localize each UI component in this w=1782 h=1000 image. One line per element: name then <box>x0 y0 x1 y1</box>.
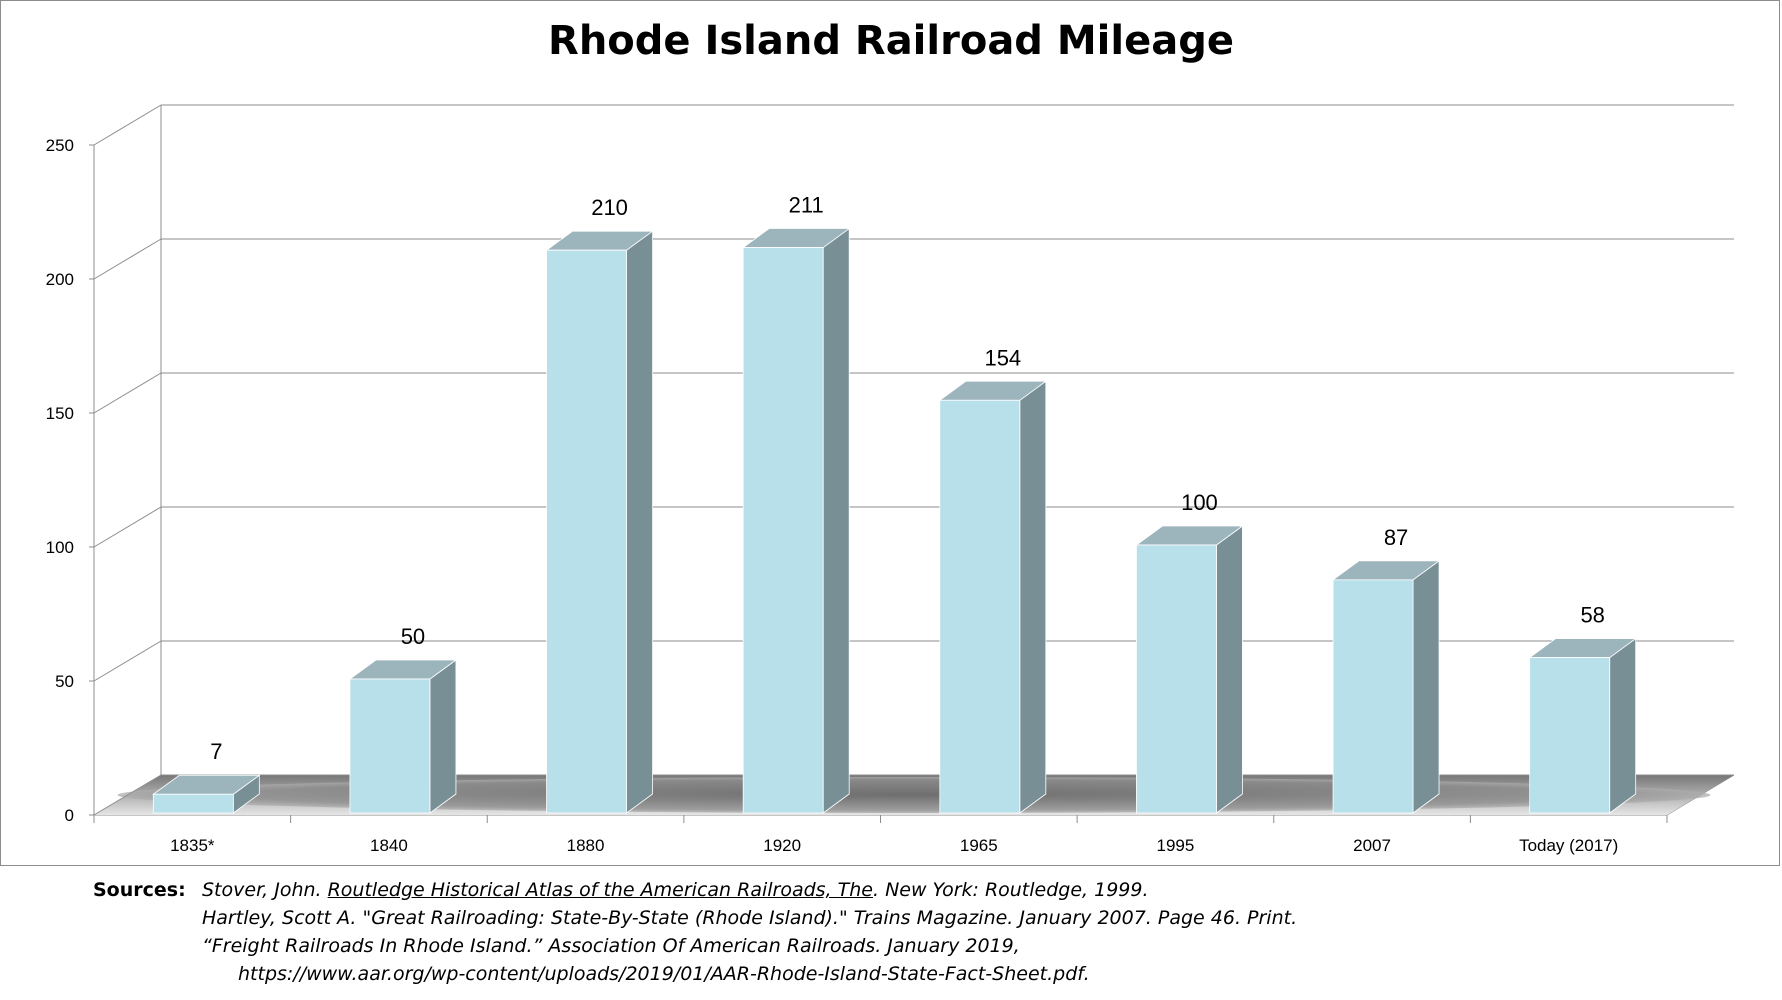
bar-side <box>626 230 653 814</box>
x-tick-label: 1835* <box>170 836 215 855</box>
bar-front <box>1136 544 1217 814</box>
bar <box>545 230 654 814</box>
x-tick-label: 1965 <box>960 836 998 855</box>
bars <box>152 227 1637 814</box>
bar <box>152 774 261 814</box>
source-2: Hartley, Scott A. "Great Railroading: St… <box>202 907 1298 929</box>
gridlines <box>93 104 1734 816</box>
chart-title: Rhode Island Railroad Mileage <box>548 18 1234 64</box>
x-tick-label: 1995 <box>1157 836 1195 855</box>
chart-walls <box>93 105 1735 816</box>
x-tick-label: 1920 <box>763 836 801 855</box>
bar <box>1135 525 1244 814</box>
x-axis: 1835* 1840 1880 1920 1965 1995 2007 Today (2017… <box>93 815 1668 855</box>
bar <box>348 659 458 814</box>
gridline-side <box>93 774 162 816</box>
y-tick-label: 250 <box>46 136 74 155</box>
floor-shadow <box>117 777 1711 813</box>
x-tick-label: 1880 <box>567 836 605 855</box>
x-tick-label: 1840 <box>370 836 408 855</box>
bar-front <box>546 249 627 814</box>
x-tick-label: Today (2017) <box>1519 836 1618 855</box>
gridline-side <box>93 104 162 146</box>
data-label: 154 <box>984 345 1021 370</box>
bar-front <box>1332 579 1414 814</box>
bar-front <box>939 399 1021 814</box>
source-1-prefix: Stover, John. <box>202 879 328 901</box>
gridline-side <box>93 238 162 280</box>
sources-label: Sources: <box>93 879 186 901</box>
bar-side <box>1412 560 1440 814</box>
gridline-side <box>93 640 162 682</box>
source-3-url: https://www.aar.org/wp-content/uploads/2… <box>238 963 1090 985</box>
gridline-side <box>93 506 162 548</box>
y-tick-label: 100 <box>46 538 74 557</box>
bar-front <box>349 678 431 814</box>
data-label: 87 <box>1384 525 1408 550</box>
data-label: 211 <box>789 193 824 218</box>
x-tick-label: 2007 <box>1353 836 1391 855</box>
bar <box>1331 560 1441 814</box>
gridline-side <box>93 372 162 414</box>
y-axis: 0 50 100 150 200 250 <box>46 136 94 825</box>
y-tick-label: 150 <box>46 404 74 423</box>
railroad-mileage-chart: Rhode Island Railroad Mileage 0 50 100 150 2… <box>46 18 1735 855</box>
bar-side <box>1216 525 1243 814</box>
bar-side <box>1019 380 1047 814</box>
y-tick-label: 0 <box>65 806 74 825</box>
bar-front <box>152 793 234 814</box>
y-tick-label: 200 <box>46 270 74 289</box>
bar <box>938 380 1048 814</box>
data-labels: 7 50 210 211 154 100 87 58 <box>210 193 1605 765</box>
bar-side <box>429 659 457 814</box>
source-1: Stover, John. Routledge Historical Atlas… <box>202 876 1149 904</box>
bar-side <box>822 227 850 814</box>
bar-side <box>1609 637 1637 814</box>
data-label: 50 <box>401 624 425 649</box>
data-label: 210 <box>591 195 628 220</box>
bar-front <box>1529 657 1611 814</box>
source-1-suffix: . New York: Routledge, 1999. <box>872 879 1149 901</box>
data-label: 7 <box>210 739 222 764</box>
bar-front <box>742 247 824 814</box>
chart-floor <box>94 775 1734 815</box>
y-tick-label: 50 <box>55 672 74 691</box>
data-label: 100 <box>1181 490 1218 515</box>
bar <box>741 227 851 814</box>
data-label: 58 <box>1580 603 1604 628</box>
source-1-title: Routledge Historical Atlas of the Americ… <box>327 879 873 901</box>
source-3: “Freight Railroads In Rhode Island.” Ass… <box>202 935 1020 957</box>
chart-frame <box>0 0 1780 866</box>
bar <box>1528 637 1637 814</box>
